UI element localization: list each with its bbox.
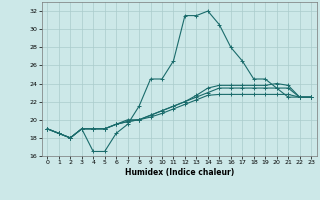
X-axis label: Humidex (Indice chaleur): Humidex (Indice chaleur) xyxy=(124,168,234,177)
